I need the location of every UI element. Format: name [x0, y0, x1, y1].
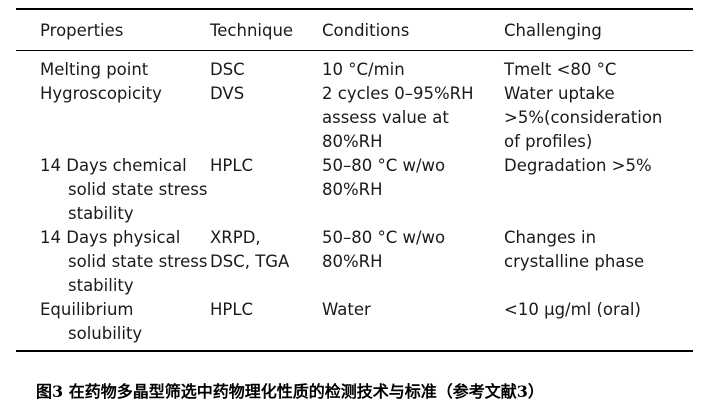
cell-line: solid state stress: [68, 180, 208, 199]
cell-line: HPLC: [210, 300, 254, 319]
cell-technique: DSC: [210, 51, 322, 82]
cell-technique: DVS: [210, 82, 322, 154]
header-challenging: Challenging: [504, 21, 602, 40]
cell-property: 14 Days physical solid state stress stab…: [16, 226, 210, 298]
table-row: 14 Days chemical solid state stress stab…: [16, 154, 693, 226]
cell-line: DSC: [210, 60, 245, 79]
cell-challenging: Water uptake >5%(consideration of profil…: [504, 82, 693, 154]
cell-line: crystalline phase: [504, 252, 645, 271]
cell-line: Hygroscopicity: [40, 84, 162, 103]
header-conditions: Conditions: [322, 21, 410, 40]
cell-technique: HPLC: [210, 298, 322, 350]
figure-caption: 图3 在药物多晶型筛选中药物理化性质的检测技术与标准（参考文献3）: [36, 382, 544, 401]
cell-challenging: Degradation >5%: [504, 154, 693, 226]
cell-line: DSC, TGA: [210, 252, 290, 271]
cell-line: 2 cycles 0–95%RH: [322, 84, 474, 103]
cell-property: Equilibrium solubility: [16, 298, 210, 350]
cell-line: 50–80 °C w/wo: [322, 228, 446, 247]
cell-line: 80%RH: [322, 132, 383, 151]
cell-line: HPLC: [210, 156, 254, 175]
table-header-rule: [16, 50, 693, 51]
cell-line: of profiles): [504, 132, 593, 151]
cell-line: XRPD,: [210, 228, 261, 247]
header-properties: Properties: [40, 21, 124, 40]
cell-line: DVS: [210, 84, 245, 103]
table-top-rule: [16, 8, 693, 10]
cell-line: 10 °C/min: [322, 60, 405, 79]
cell-line: 14 Days chemical: [40, 156, 187, 175]
table-row: Melting point DSC 10 °C/min Tmelt <80 °C: [16, 51, 693, 82]
cell-technique: HPLC: [210, 154, 322, 226]
cell-challenging: <10 µg/ml (oral): [504, 298, 693, 350]
cell-property: Melting point: [16, 51, 210, 82]
table-row: Equilibrium solubility HPLC Water <10 µg…: [16, 298, 693, 350]
cell-technique: XRPD, DSC, TGA: [210, 226, 322, 298]
table-header-row: Properties Technique Conditions Challeng…: [16, 10, 693, 50]
cell-property: Hygroscopicity: [16, 82, 210, 154]
table-row: Hygroscopicity DVS 2 cycles 0–95%RH asse…: [16, 82, 693, 154]
cell-line: 14 Days physical: [40, 228, 181, 247]
cell-line: Tmelt <80 °C: [504, 60, 617, 79]
cell-line: assess value at: [322, 108, 449, 127]
cell-conditions: 50–80 °C w/wo 80%RH: [322, 154, 504, 226]
cell-line: 80%RH: [322, 180, 383, 199]
cell-line: Equilibrium: [40, 300, 134, 319]
cell-line: Water uptake: [504, 84, 615, 103]
cell-challenging: Changes in crystalline phase: [504, 226, 693, 298]
cell-line: solubility: [68, 324, 143, 343]
cell-line: 80%RH: [322, 252, 383, 271]
cell-line: Water: [322, 300, 371, 319]
cell-line: Melting point: [40, 60, 149, 79]
table-bottom-rule: [16, 350, 693, 352]
cell-line: stability: [68, 276, 134, 295]
cell-line: stability: [68, 204, 134, 223]
properties-table: Properties Technique Conditions Challeng…: [16, 10, 693, 350]
cell-line: 50–80 °C w/wo: [322, 156, 446, 175]
header-technique: Technique: [210, 21, 294, 40]
table-row: 14 Days physical solid state stress stab…: [16, 226, 693, 298]
cell-property: 14 Days chemical solid state stress stab…: [16, 154, 210, 226]
cell-conditions: 10 °C/min: [322, 51, 504, 82]
cell-line: <10 µg/ml (oral): [504, 300, 641, 319]
cell-conditions: 50–80 °C w/wo 80%RH: [322, 226, 504, 298]
cell-challenging: Tmelt <80 °C: [504, 51, 693, 82]
cell-line: >5%(consideration: [504, 108, 663, 127]
cell-line: Degradation >5%: [504, 156, 652, 175]
cell-conditions: 2 cycles 0–95%RH assess value at 80%RH: [322, 82, 504, 154]
cell-line: solid state stress: [68, 252, 208, 271]
properties-table-container: Properties Technique Conditions Challeng…: [16, 8, 693, 352]
cell-line: Changes in: [504, 228, 597, 247]
cell-conditions: Water: [322, 298, 504, 350]
